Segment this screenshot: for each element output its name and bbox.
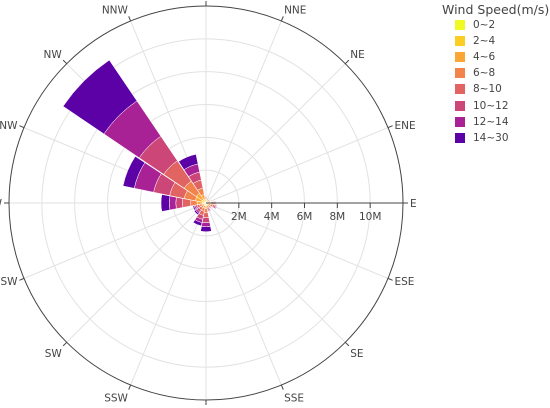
angular-label-ne: NE <box>350 49 365 61</box>
angular-label-nw: NW <box>44 49 63 61</box>
angular-label-ese: ESE <box>394 276 414 288</box>
legend-swatch <box>455 20 465 31</box>
legend-item-12~14[interactable]: 12~14 <box>438 114 550 130</box>
angular-tick-mark <box>344 59 350 65</box>
angular-gridline-ssw <box>130 202 207 386</box>
bar-nw-14~30 <box>62 59 138 135</box>
angular-label-n: N <box>202 0 210 1</box>
bar-wsw-14~30 <box>192 205 197 211</box>
bar-s-10~12 <box>201 217 211 223</box>
legend-items: 0~2 2~4 4~6 6~8 8~10 10~12 12~14 14~30 <box>438 17 550 146</box>
legend-swatch <box>455 132 465 143</box>
angular-gridline-wsw <box>23 202 207 279</box>
angular-tick-mark <box>62 341 68 347</box>
legend-item-6~8[interactable]: 6~8 <box>438 65 550 81</box>
bar-ssw-14~30 <box>192 219 203 227</box>
angular-label-wsw: WSW <box>0 276 18 288</box>
angular-gridline-ene <box>205 127 389 204</box>
legend-item-10~12[interactable]: 10~12 <box>438 97 550 113</box>
angular-gridline-se <box>205 202 346 343</box>
bar-ene-14~30 <box>209 199 212 203</box>
angular-tick-mark <box>280 384 284 390</box>
bar-sse-14~30 <box>207 209 212 213</box>
angular-label-nne: NNE <box>284 5 306 17</box>
bar-w-10~12 <box>175 196 184 210</box>
angular-tick-mark <box>19 277 25 281</box>
bar-w-14~30 <box>160 194 171 212</box>
series-8~10 <box>163 160 216 219</box>
bar-w-8~10 <box>182 198 192 208</box>
legend-label: 0~2 <box>473 19 496 32</box>
angular-label-e: E <box>410 198 417 210</box>
angular-gridline-sw <box>66 202 207 343</box>
angular-label-sse: SSE <box>284 392 304 404</box>
legend-swatch <box>455 84 465 95</box>
series-14~30 <box>62 59 218 232</box>
angular-tick-mark <box>128 384 132 390</box>
legend-label: 4~6 <box>473 51 496 64</box>
bar-ese-14~30 <box>214 204 218 210</box>
radial-tick-label: 10M <box>359 211 381 223</box>
bar-se-14~30 <box>209 206 213 210</box>
angular-label-nnw: NNW <box>102 5 129 17</box>
legend-item-0~2[interactable]: 0~2 <box>438 17 550 33</box>
radial-tick-label: 8M <box>329 211 345 223</box>
legend: Wind Speed(m/s) 0~2 2~4 4~6 6~8 8~10 10~12 12~… <box>438 2 550 146</box>
angular-label-wnw: WNW <box>0 120 18 132</box>
angular-tick-mark <box>62 59 68 65</box>
legend-swatch <box>455 36 465 47</box>
legend-item-8~10[interactable]: 8~10 <box>438 81 550 97</box>
legend-swatch <box>455 100 465 111</box>
angular-label-ene: ENE <box>394 120 415 132</box>
angular-label-sw: SW <box>45 348 63 360</box>
legend-label: 8~10 <box>473 83 502 96</box>
legend-item-14~30[interactable]: 14~30 <box>438 130 550 146</box>
bar-nnw-14~30 <box>178 153 199 171</box>
legend-label: 14~30 <box>473 131 509 144</box>
radial-tick-label: 2M <box>231 211 247 223</box>
legend-swatch <box>455 68 465 79</box>
bar-nne-14~30 <box>206 196 210 199</box>
angular-gridline-ese <box>205 202 389 279</box>
angular-label-ssw: SSW <box>104 392 128 404</box>
angular-tick-mark <box>387 125 393 129</box>
angular-tick-mark <box>19 125 25 129</box>
bar-w-12~14 <box>168 195 177 211</box>
angular-tick-mark <box>280 16 284 22</box>
legend-title: Wind Speed(m/s) <box>442 2 550 17</box>
angular-label-w: W <box>0 198 3 210</box>
legend-swatch <box>455 116 465 127</box>
legend-label: 2~4 <box>473 35 496 48</box>
bar-wnw-14~30 <box>122 156 146 189</box>
radial-tick-label: 4M <box>264 211 280 223</box>
angular-label-se: SE <box>350 348 363 360</box>
legend-label: 6~8 <box>473 67 496 80</box>
angular-gridline-ne <box>205 63 346 204</box>
angular-tick-mark <box>387 277 393 281</box>
radial-tick-label: 6M <box>297 211 313 223</box>
legend-swatch <box>455 52 465 63</box>
angular-tick-mark <box>344 341 350 347</box>
bar-s-12~14 <box>201 222 211 228</box>
legend-label: 12~14 <box>473 115 509 128</box>
legend-label: 10~12 <box>473 99 509 112</box>
bar-s-14~30 <box>200 226 212 232</box>
bar-sw-14~30 <box>193 209 200 216</box>
legend-item-4~6[interactable]: 4~6 <box>438 49 550 65</box>
angular-tick-mark <box>128 16 132 22</box>
angular-gridline-nne <box>205 20 282 204</box>
angular-gridline-sse <box>205 202 282 386</box>
legend-item-2~4[interactable]: 2~4 <box>438 33 550 49</box>
